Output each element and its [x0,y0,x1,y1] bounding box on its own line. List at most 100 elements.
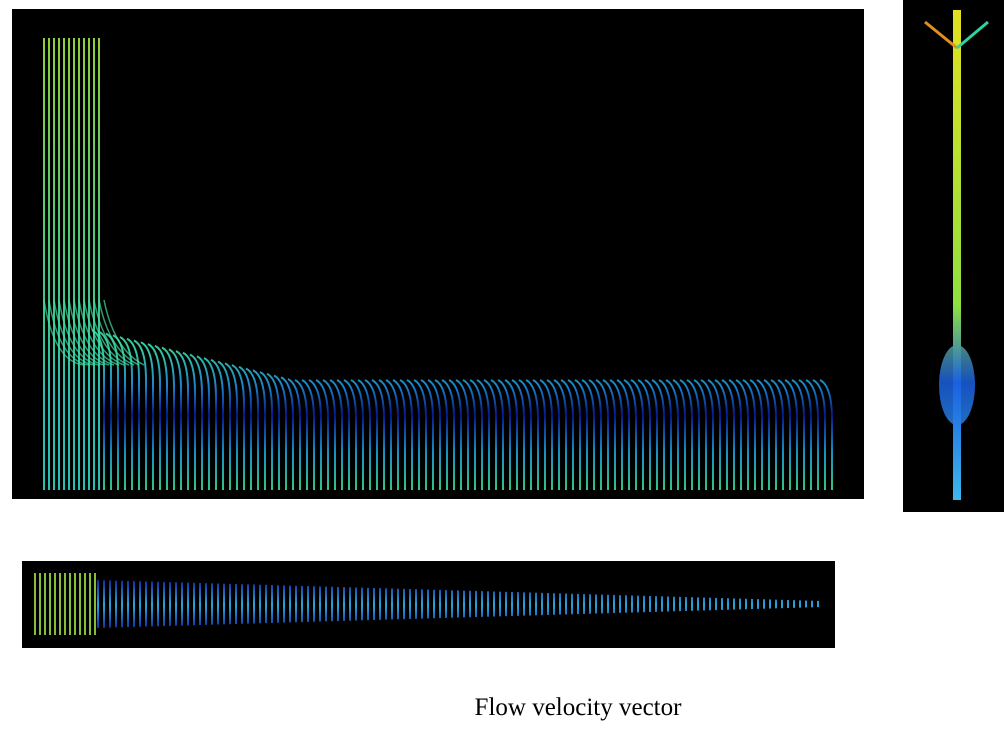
vector-curve [735,379,749,490]
vector-curve [238,365,252,490]
vector-curve [763,379,777,490]
vector-curve [693,379,707,490]
vector-curve [567,379,581,490]
vector-curve [329,379,343,490]
vector-curve [140,341,154,490]
vector-curve [83,299,125,366]
vector-curve [581,379,595,490]
vector-curve [168,348,182,490]
vector-curve [609,379,623,490]
caption: Flow velocity vector [475,694,683,721]
vector-curve [637,379,651,490]
vector-curve [700,379,714,490]
side-tip [924,20,958,50]
side-bulb [939,345,975,425]
vector-curve [294,379,308,490]
vector-curve [420,379,434,490]
vector-curve [308,379,322,490]
vector-curve [210,358,224,490]
vector-curve [651,379,665,490]
vector-curve [315,379,329,490]
vector-curve [88,299,130,366]
vector-curve [350,379,364,490]
vector-curve [336,379,350,490]
vector-curve [154,344,168,490]
vector-curve [525,379,539,490]
vector-curve [749,379,763,490]
vector-curve [518,379,532,490]
vector-curve [798,379,812,490]
vector-curve [679,379,693,490]
vector-curve [497,379,511,490]
vector-curve [469,379,483,490]
vector-curve [686,379,700,490]
vector-curve [602,379,616,490]
vector-curve [777,379,791,490]
vector-curve [413,379,427,490]
vector-curve [53,299,95,366]
vector-curve [819,379,833,490]
vector-curve [427,379,441,490]
vector-curve [441,379,455,490]
vector-curve [595,379,609,490]
vector-curve [245,367,259,490]
vector-curve [322,379,336,490]
vector-curve [91,329,105,490]
side-tip [956,20,989,50]
vector-curve [364,379,378,490]
vector-curve [196,355,210,490]
vector-curve [630,379,644,490]
vector-curve [770,379,784,490]
vector-curve [119,336,133,490]
vector-curve [203,357,217,490]
vector-curve [511,379,525,490]
vector-curve [546,379,560,490]
vector-curve [623,379,637,490]
vector-curve [224,362,238,490]
vector-curve [133,339,147,490]
vector-curve [301,379,315,490]
vector-curve [259,371,273,490]
vector-curve [805,379,819,490]
vector-curve [462,379,476,490]
vector-curve [742,379,756,490]
vector-curve [105,332,119,490]
vector-curve [252,369,266,490]
vector-curve [665,379,679,490]
vector-curve [189,353,203,490]
vector-curve [73,299,115,366]
vector-curve [103,299,145,366]
vector-curve [273,374,287,490]
vector-curve [756,379,770,490]
vector-curve [371,379,385,490]
vector-curve [707,379,721,490]
vector-curve [98,299,140,366]
vector-curve [644,379,658,490]
vector-curve [343,379,357,490]
vector-curve [231,364,245,490]
vector-curve [658,379,672,490]
vector-curve [399,379,413,490]
vector-field [34,10,989,635]
vector-curve [112,334,126,490]
vector-curve [63,299,105,366]
vector-curve [385,379,399,490]
vector-curve [68,299,110,366]
vector-curve [217,360,231,490]
vector-curve [721,379,735,490]
vector-curve [266,372,280,490]
vector-curve [98,330,112,490]
vector-curve [448,379,462,490]
vector-curve [490,379,504,490]
vector-curve [504,379,518,490]
vector-curve [280,376,294,490]
vector-curve [616,379,630,490]
vector-curve [728,379,742,490]
vector-curve [560,379,574,490]
vector-curve [532,379,546,490]
vector-curve [93,299,135,366]
vector-curve [539,379,553,490]
vector-curve [58,299,100,366]
vector-curve [126,337,140,490]
